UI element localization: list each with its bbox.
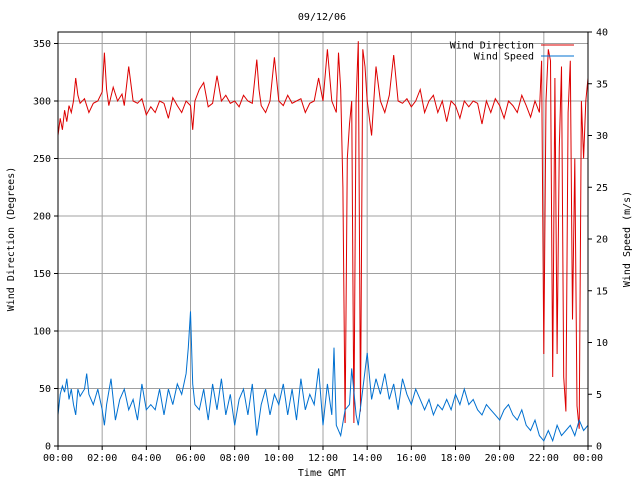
y-right-tick-label: 30	[596, 131, 608, 142]
y-left-tick-label: 100	[33, 327, 51, 338]
y-left-tick-label: 300	[33, 97, 51, 108]
y-left-tick-label: 350	[33, 39, 51, 50]
x-tick-label: 18:00	[440, 453, 470, 464]
series-layer	[57, 41, 589, 443]
x-tick-label: 20:00	[485, 453, 515, 464]
y-left-tick-label: 250	[33, 154, 51, 165]
y-right-tick-label: 35	[596, 79, 608, 90]
x-tick-label: 16:00	[396, 453, 426, 464]
y-right-tick-label: 10	[596, 338, 608, 349]
y-left-tick-label: 50	[39, 384, 51, 395]
x-tick-label: 12:00	[308, 453, 338, 464]
x-tick-label: 00:00	[43, 453, 73, 464]
x-tick-label: 02:00	[87, 453, 117, 464]
legend-label: Wind Direction	[450, 41, 534, 52]
y-right-tick-label: 15	[596, 286, 608, 297]
y-left-tick-label: 200	[33, 212, 51, 223]
y-right-tick-label: 0	[596, 442, 602, 453]
y-left-tick-label: 0	[45, 442, 51, 453]
y-axis-left: 0 50 100 150 200 250 300 350	[33, 39, 58, 453]
grid	[58, 32, 588, 446]
y-axis-right: 0 5 10 15 20 25 30 35 40	[588, 28, 608, 453]
x-tick-label: 22:00	[529, 453, 559, 464]
y-axis-left-label: Wind Direction (Degrees)	[6, 167, 17, 312]
y-right-tick-label: 5	[596, 390, 602, 401]
y-right-tick-label: 20	[596, 235, 608, 246]
y-right-tick-label: 40	[596, 28, 608, 39]
x-axis: 00:00 02:00 04:00 06:00 08:00 10:00 12:00 14:00…	[43, 446, 603, 464]
y-axis-right-label: Wind Speed (m/s)	[622, 191, 633, 287]
x-axis-label: Time GMT	[298, 468, 346, 479]
legend-label: Wind Speed	[474, 52, 534, 63]
x-tick-label: 00:00	[573, 453, 603, 464]
series-line-wind-speed	[57, 311, 589, 443]
x-tick-label: 14:00	[352, 453, 382, 464]
series-line-wind-direction	[57, 41, 589, 429]
x-tick-label: 06:00	[175, 453, 205, 464]
y-left-tick-label: 150	[33, 269, 51, 280]
y-right-tick-label: 25	[596, 183, 608, 194]
x-tick-label: 04:00	[131, 453, 161, 464]
x-tick-label: 10:00	[264, 453, 294, 464]
x-tick-label: 08:00	[220, 453, 250, 464]
chart-title: 09/12/06	[298, 12, 346, 23]
